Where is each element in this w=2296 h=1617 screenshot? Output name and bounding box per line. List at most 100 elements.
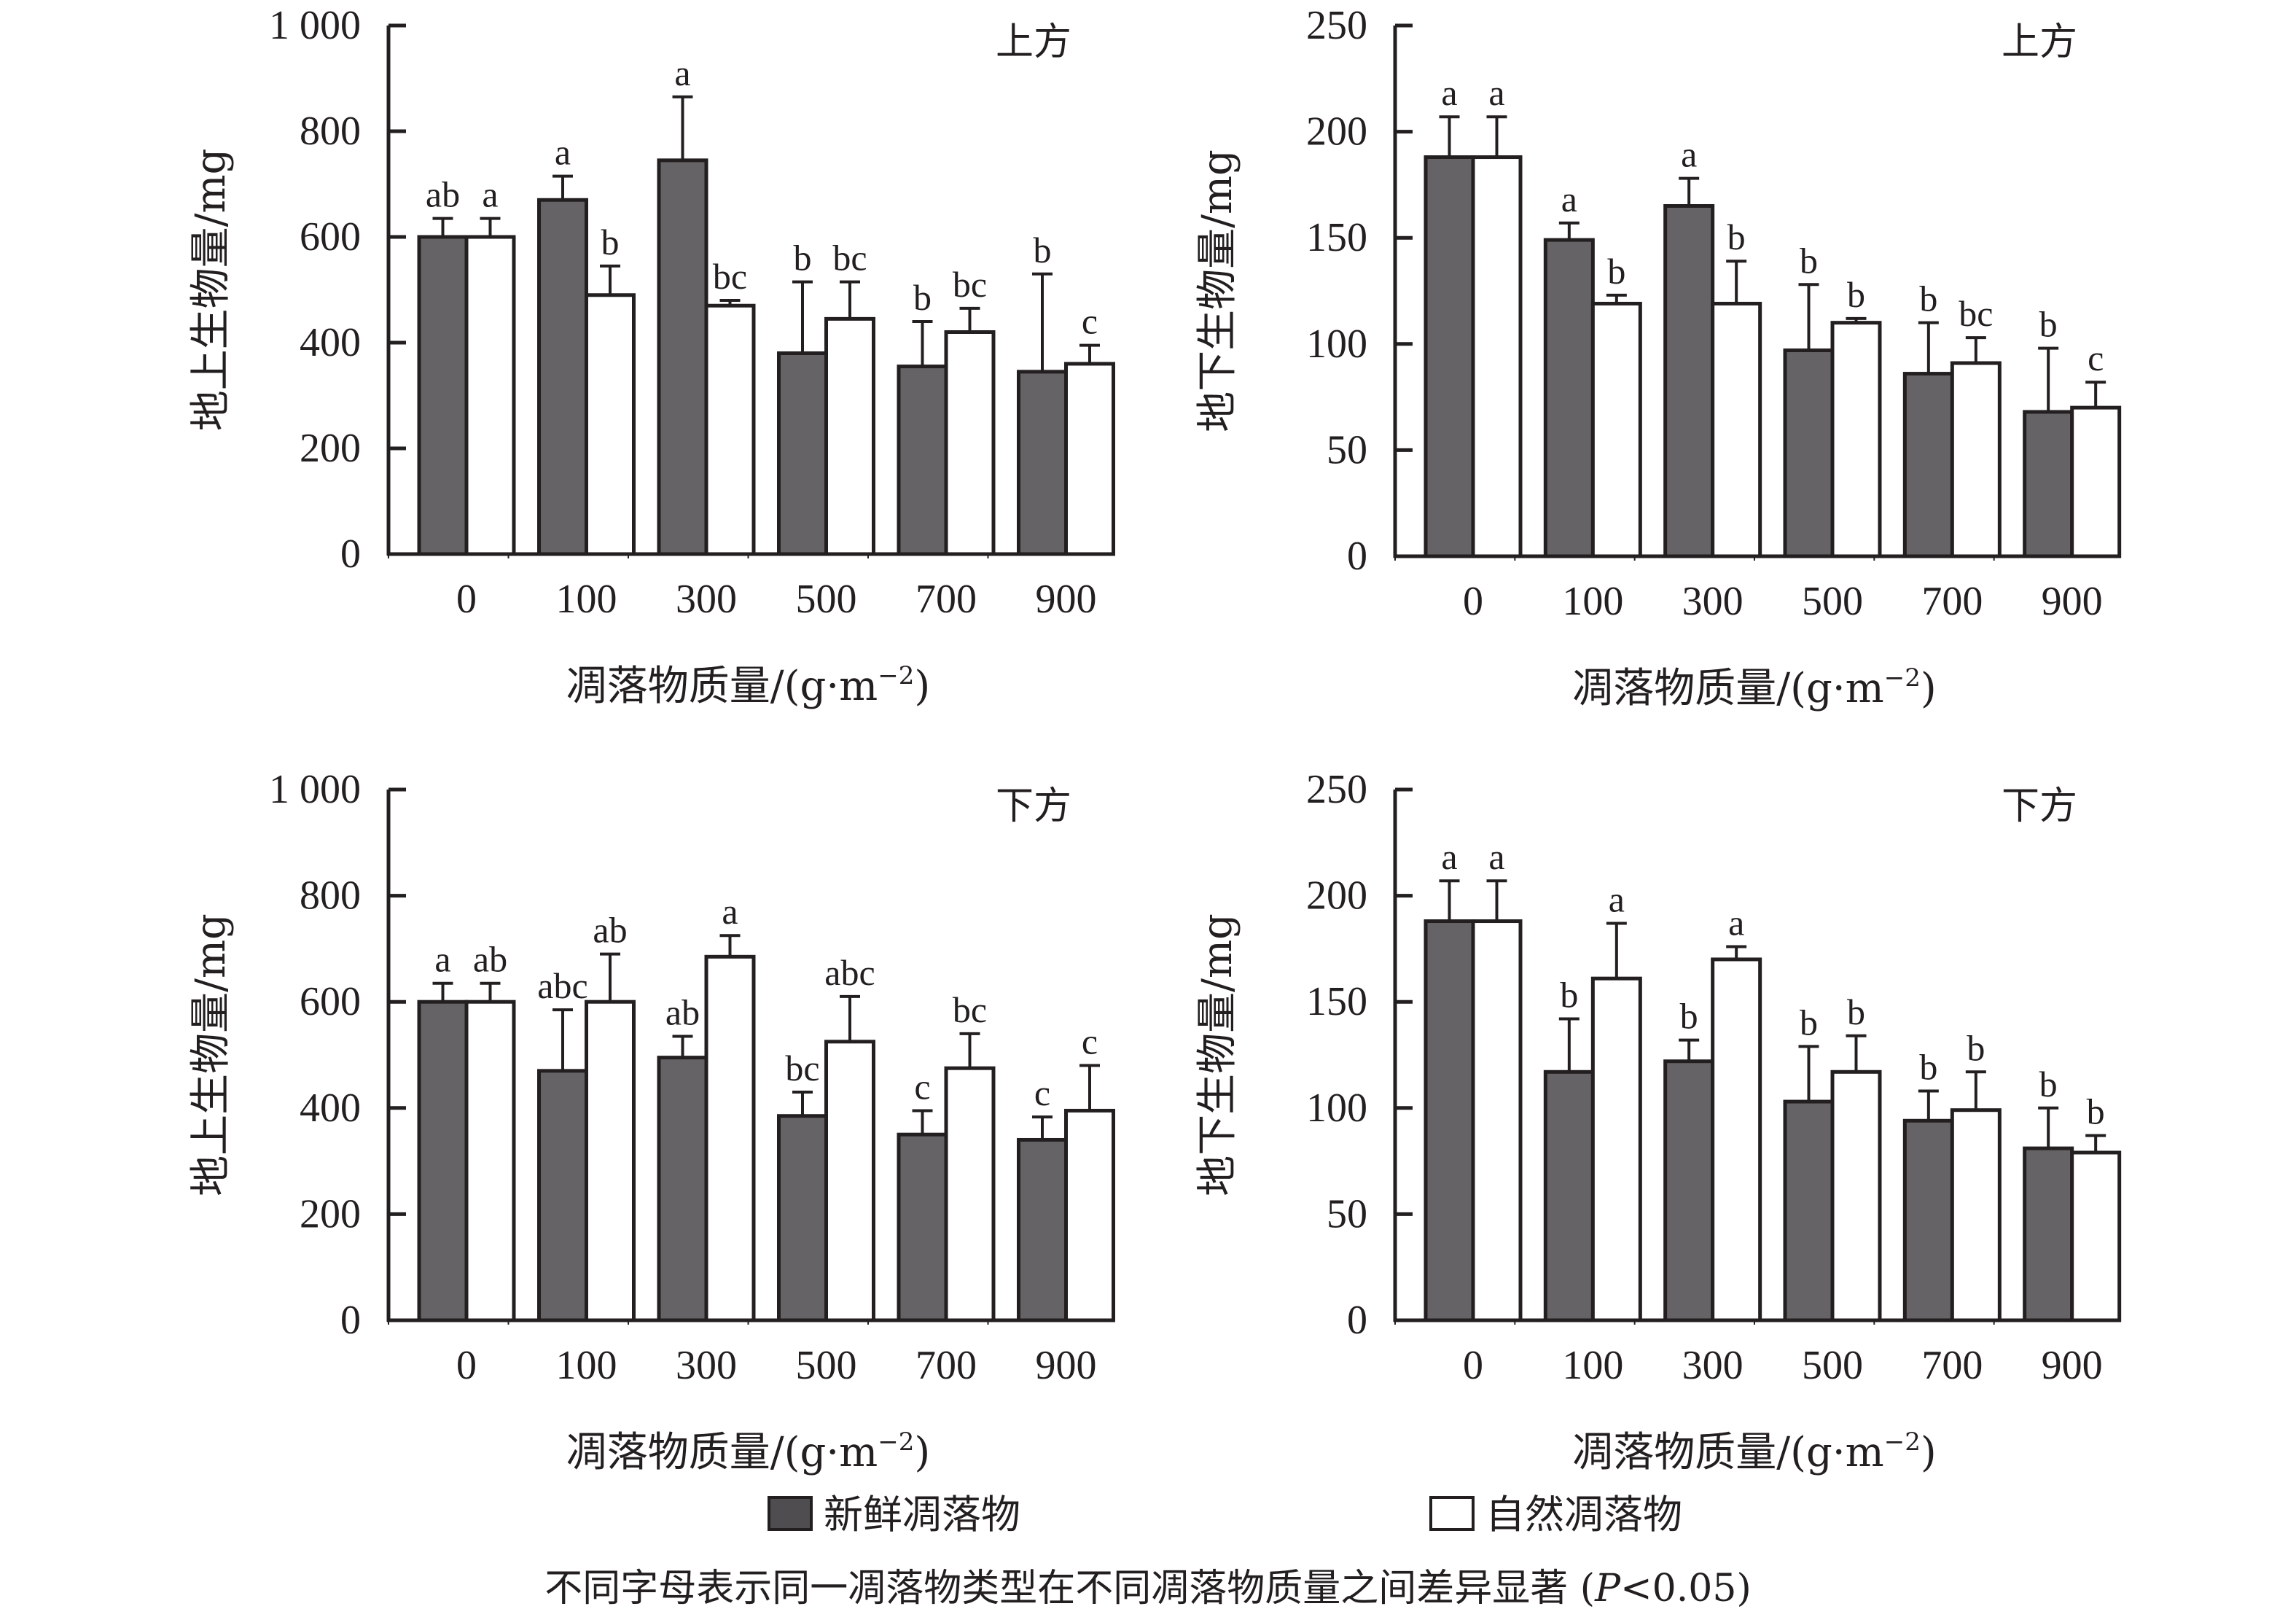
y-tick-label: 600 <box>300 214 361 260</box>
bar-natural-900 <box>2070 1150 2122 1322</box>
x-tick-label: 100 <box>1562 1343 1623 1388</box>
x-axis-title-main: 凋落物质量/(g·m <box>1572 1429 1883 1476</box>
x-axis-title-sup: −2 <box>878 1427 914 1457</box>
significance-letter: b <box>1680 996 1698 1037</box>
significance-letter: b <box>1967 1027 1985 1068</box>
bar-natural-100 <box>585 293 636 556</box>
note-tail: <0.05) <box>1620 1567 1752 1610</box>
x-tick-label: 900 <box>1036 1343 1097 1388</box>
significance-letter: b <box>1607 251 1625 292</box>
y-tick-label: 1 000 <box>269 767 361 812</box>
bar-fresh-700 <box>897 365 948 556</box>
significance-letter: ab <box>473 939 507 980</box>
legend-swatch-fresh <box>768 1496 813 1531</box>
significance-letter: ab <box>665 992 700 1033</box>
x-tick-label: 900 <box>1036 577 1097 622</box>
bar-fresh-700 <box>1902 1118 1954 1322</box>
significance-letter: a <box>1488 836 1504 877</box>
y-tick-label: 200 <box>300 1191 361 1236</box>
y-tick-label: 1 000 <box>269 3 361 48</box>
significance-letter: c <box>2088 338 2104 378</box>
bar-natural-100 <box>585 1000 636 1322</box>
bar-fresh-0 <box>417 235 469 556</box>
significance-letter: b <box>1847 991 1865 1032</box>
significance-letter: a <box>482 174 498 215</box>
y-tick-label: 50 <box>1327 1191 1367 1236</box>
y-tick-label: 0 <box>1347 534 1367 579</box>
bar-fresh-700 <box>1902 372 1954 558</box>
y-axis-title: 地下生物量/mg <box>1194 913 1241 1196</box>
bar-natural-300 <box>704 303 756 556</box>
bar-fresh-100 <box>1543 238 1595 558</box>
x-axis-title-main: 凋落物质量/(g·m <box>566 663 878 710</box>
significance-letter: bc <box>953 264 987 305</box>
y-tick-label: 0 <box>340 1298 361 1343</box>
significance-letter: a <box>1488 72 1504 113</box>
x-tick-label: 500 <box>1802 579 1863 624</box>
x-axis-title-close: ) <box>1921 665 1937 712</box>
y-tick-label: 400 <box>300 1086 361 1131</box>
significance-letter: b <box>1800 240 1818 281</box>
significance-letter: a <box>1681 134 1697 175</box>
y-tick-label: 200 <box>1306 109 1367 155</box>
bar-natural-500 <box>824 1040 875 1322</box>
bar-fresh-300 <box>1663 204 1715 558</box>
significance-letter: abc <box>824 952 875 993</box>
bar-fresh-900 <box>1017 1137 1068 1322</box>
significance-note: 不同字母表示同一凋落物类型在不同凋落物质量之间差异显著 (P<0.05) <box>544 1567 1751 1610</box>
y-axis-title: 地下生物量/mg <box>1194 149 1241 432</box>
significance-letter: b <box>601 222 620 262</box>
significance-letter: a <box>1728 902 1744 943</box>
significance-letter: ab <box>593 910 627 951</box>
y-tick-label: 400 <box>300 320 361 365</box>
bar-fresh-300 <box>657 1056 708 1322</box>
bar-fresh-0 <box>1424 919 1475 1322</box>
x-axis-title: 凋落物质量/(g·m−2) <box>1572 663 1936 712</box>
x-tick-label: 900 <box>2042 579 2103 624</box>
bar-natural-500 <box>824 316 875 556</box>
bar-fresh-300 <box>1663 1059 1715 1322</box>
legend: 新鲜凋落物 自然凋落物 <box>768 1492 1682 1538</box>
significance-letter: c <box>1082 301 1098 342</box>
x-tick-label: 900 <box>2042 1343 2103 1388</box>
significance-letter: b <box>2039 1064 2058 1104</box>
y-tick-label: 800 <box>300 873 361 919</box>
significance-letter: b <box>2087 1091 2105 1132</box>
bar-natural-300 <box>704 954 756 1322</box>
x-axis-title-close: ) <box>914 1429 930 1476</box>
x-tick-label: 500 <box>1802 1343 1863 1388</box>
x-axis-title-close: ) <box>914 663 930 710</box>
bar-fresh-700 <box>897 1132 948 1322</box>
y-tick-label: 600 <box>300 979 361 1024</box>
y-tick-label: 250 <box>1306 767 1367 812</box>
bar-fresh-500 <box>1783 348 1835 558</box>
bar-natural-300 <box>1711 301 1762 558</box>
significance-letter: bc <box>832 238 867 278</box>
bar-natural-0 <box>464 1000 516 1322</box>
y-tick-label: 150 <box>1306 215 1367 260</box>
significance-letter: b <box>1847 274 1865 315</box>
x-axis-title: 凋落物质量/(g·m−2) <box>566 1427 930 1476</box>
significance-letter: b <box>1560 974 1578 1015</box>
significance-letter: a <box>434 939 450 980</box>
significance-letter: abc <box>537 965 587 1006</box>
y-tick-label: 0 <box>1347 1298 1367 1343</box>
y-tick-label: 200 <box>1306 873 1367 919</box>
x-tick-label: 0 <box>1463 1343 1483 1388</box>
x-axis-title: 凋落物质量/(g·m−2) <box>566 661 930 710</box>
y-tick-label: 100 <box>1306 322 1367 367</box>
bar-fresh-500 <box>1783 1099 1835 1322</box>
x-tick-label: 300 <box>676 1343 737 1388</box>
bar-natural-900 <box>2070 405 2122 558</box>
bar-natural-700 <box>944 330 996 556</box>
panel-title: 上方 <box>2002 20 2077 64</box>
bar-natural-0 <box>1471 155 1523 558</box>
note-main: 不同字母表示同一凋落物类型在不同凋落物质量之间差异显著 ( <box>544 1567 1595 1610</box>
bar-fresh-0 <box>1424 155 1475 558</box>
bar-fresh-100 <box>1543 1069 1595 1322</box>
significance-letter: c <box>914 1066 930 1107</box>
significance-letter: a <box>674 52 690 93</box>
